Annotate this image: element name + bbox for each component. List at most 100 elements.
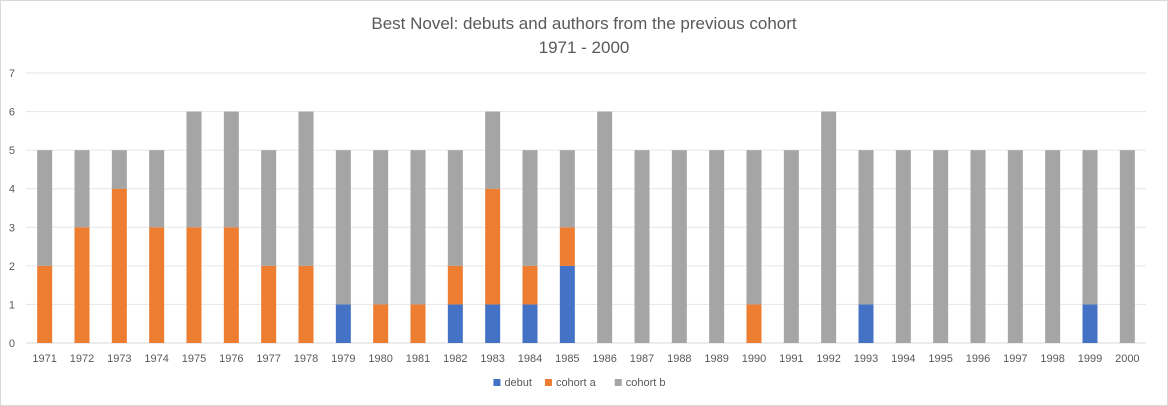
bar-cohort-a-1975 <box>186 227 202 343</box>
chart-title: Best Novel: debuts and authors from the … <box>371 14 797 33</box>
bar-cohort-a-1978 <box>298 265 314 343</box>
bar-cohort-b-1981 <box>410 150 426 305</box>
bar-cohort-a-1976 <box>223 227 239 343</box>
bar-cohort-b-1992 <box>821 111 837 343</box>
legend-swatch-cohort-a <box>544 379 552 386</box>
y-tick-label: 5 <box>9 145 15 157</box>
bar-cohort-b-1996 <box>970 150 986 343</box>
bar-cohort-b-1984 <box>522 150 538 266</box>
bar-cohort-a-1977 <box>261 265 277 343</box>
bar-debut-1983 <box>485 304 501 343</box>
bar-cohort-b-1997 <box>1007 150 1023 343</box>
x-tick-label: 1973 <box>107 353 131 365</box>
x-tick-label: 1991 <box>779 353 803 365</box>
y-tick-label: 3 <box>9 222 15 234</box>
bar-cohort-b-1977 <box>261 150 277 266</box>
x-tick-label: 1974 <box>144 353 168 365</box>
bar-cohort-b-1980 <box>373 150 389 305</box>
x-tick-label: 1976 <box>219 353 243 365</box>
x-tick-label: 1998 <box>1040 353 1064 365</box>
bar-cohort-b-1975 <box>186 111 202 228</box>
bar-cohort-b-1972 <box>74 150 90 228</box>
bar-cohort-a-1974 <box>149 227 165 343</box>
bar-cohort-b-1974 <box>149 150 165 228</box>
x-tick-label: 1990 <box>742 353 766 365</box>
x-tick-label: 2000 <box>1115 353 1139 365</box>
bar-debut-1999 <box>1082 304 1098 343</box>
x-tick-label: 1987 <box>630 353 654 365</box>
x-tick-label: 1979 <box>331 353 355 365</box>
bar-cohort-b-2000 <box>1119 150 1135 343</box>
bar-cohort-b-1998 <box>1045 150 1061 343</box>
bar-cohort-a-1972 <box>74 227 90 343</box>
bar-cohort-a-1971 <box>37 265 53 343</box>
legend-label: debut <box>504 377 532 389</box>
bar-debut-1979 <box>335 304 351 343</box>
y-tick-label: 2 <box>9 261 15 273</box>
bar-cohort-a-1980 <box>373 304 389 343</box>
x-tick-label: 1997 <box>1003 353 1027 365</box>
bar-cohort-a-1983 <box>485 188 501 305</box>
bar-cohort-a-1985 <box>559 227 575 266</box>
bar-debut-1984 <box>522 304 538 343</box>
x-tick-label: 1996 <box>966 353 990 365</box>
x-tick-label: 1972 <box>70 353 94 365</box>
x-tick-label: 1994 <box>891 353 915 365</box>
legend: debut cohort a cohort b <box>493 377 666 389</box>
bars <box>37 111 1135 343</box>
x-tick-label: 1975 <box>182 353 206 365</box>
y-axis-tick-labels: 0 1 2 3 4 5 6 7 <box>9 68 15 350</box>
bar-debut-1985 <box>559 265 575 343</box>
y-tick-label: 4 <box>9 184 15 196</box>
bar-cohort-b-1993 <box>858 150 874 305</box>
bar-cohort-b-1999 <box>1082 150 1098 305</box>
bar-cohort-b-1990 <box>746 150 762 305</box>
x-tick-label: 1984 <box>518 353 542 365</box>
x-tick-label: 1993 <box>854 353 878 365</box>
x-tick-label: 1992 <box>816 353 840 365</box>
x-tick-label: 1982 <box>443 353 467 365</box>
bar-cohort-b-1971 <box>37 150 53 266</box>
bar-cohort-b-1987 <box>634 150 650 343</box>
x-tick-label: 1985 <box>555 353 579 365</box>
bar-cohort-b-1979 <box>335 150 351 305</box>
bar-cohort-b-1986 <box>597 111 613 343</box>
y-tick-label: 7 <box>9 68 15 80</box>
bar-cohort-a-1973 <box>111 188 127 343</box>
bar-cohort-b-1973 <box>111 150 127 189</box>
x-tick-label: 1978 <box>294 353 318 365</box>
gridlines <box>26 72 1146 344</box>
legend-label: cohort a <box>556 377 597 389</box>
bar-cohort-b-1978 <box>298 111 314 266</box>
x-tick-label: 1989 <box>704 353 728 365</box>
x-tick-label: 1981 <box>406 353 430 365</box>
bar-cohort-a-1990 <box>746 304 762 343</box>
x-tick-label: 1999 <box>1078 353 1102 365</box>
bar-cohort-b-1988 <box>671 150 687 343</box>
bar-cohort-b-1991 <box>783 150 799 343</box>
bar-cohort-a-1982 <box>447 265 463 305</box>
chart-subtitle: 1971 - 2000 <box>538 38 630 57</box>
bar-cohort-b-1995 <box>933 150 949 343</box>
bar-debut-1993 <box>858 304 874 343</box>
bar-cohort-b-1989 <box>709 150 725 343</box>
bar-cohort-b-1982 <box>447 150 463 266</box>
legend-swatch-debut <box>493 379 501 386</box>
bar-cohort-a-1981 <box>410 304 426 343</box>
legend-swatch-cohort-b <box>614 379 622 386</box>
x-tick-label: 1983 <box>480 353 504 365</box>
y-tick-label: 6 <box>9 107 15 119</box>
x-tick-label: 1995 <box>928 353 952 365</box>
x-tick-label: 1977 <box>256 353 280 365</box>
bar-cohort-b-1994 <box>895 150 911 343</box>
bar-debut-1982 <box>447 304 463 343</box>
x-tick-label: 1986 <box>592 353 616 365</box>
legend-label: cohort b <box>626 377 666 389</box>
bar-cohort-b-1983 <box>485 111 501 189</box>
y-tick-label: 0 <box>9 338 15 350</box>
bar-cohort-a-1984 <box>522 265 538 305</box>
bar-cohort-b-1976 <box>223 111 239 228</box>
y-tick-label: 1 <box>9 299 15 311</box>
